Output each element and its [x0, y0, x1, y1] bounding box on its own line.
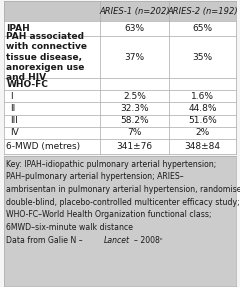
Text: WHO-FC: WHO-FC — [6, 80, 48, 89]
Text: III: III — [10, 116, 18, 125]
Text: Key: IPAH–idiopathic pulmonary arterial hypertension;: Key: IPAH–idiopathic pulmonary arterial … — [6, 160, 217, 169]
Text: ambrisentan in pulmonary arterial hypertension, randomised,: ambrisentan in pulmonary arterial hypert… — [6, 185, 240, 194]
Bar — [4, 36, 236, 78]
Text: 58.2%: 58.2% — [120, 116, 149, 125]
Text: 65%: 65% — [192, 24, 213, 33]
Text: 63%: 63% — [125, 24, 145, 33]
Text: IV: IV — [10, 128, 19, 137]
Text: Lancet: Lancet — [103, 236, 130, 245]
Text: Data from Galie N –: Data from Galie N – — [6, 236, 83, 245]
Text: 1.6%: 1.6% — [191, 92, 214, 101]
Text: 32.3%: 32.3% — [120, 104, 149, 113]
Bar — [4, 78, 236, 90]
Text: 7%: 7% — [127, 128, 142, 137]
Text: double-blind, placebo-controlled multicenter efficacy study;: double-blind, placebo-controlled multice… — [6, 198, 240, 207]
Text: 6-MWD (metres): 6-MWD (metres) — [6, 141, 81, 151]
Bar — [4, 127, 236, 139]
Text: 51.6%: 51.6% — [188, 116, 217, 125]
Text: WHO-FC–World Health Organization functional class;: WHO-FC–World Health Organization functio… — [6, 210, 212, 219]
Bar — [4, 1, 236, 21]
Text: PAH–pulmonary arterial hypertension; ARIES–: PAH–pulmonary arterial hypertension; ARI… — [6, 172, 184, 181]
Text: 341±76: 341±76 — [116, 141, 153, 151]
Text: ARIES-1 (n=202): ARIES-1 (n=202) — [99, 7, 170, 16]
Text: IPAH: IPAH — [6, 24, 30, 33]
Bar — [4, 102, 236, 115]
Text: – 2008ᶜ: – 2008ᶜ — [134, 236, 163, 245]
Bar — [4, 115, 236, 127]
Text: 2%: 2% — [196, 128, 210, 137]
Bar — [4, 139, 236, 154]
Text: 35%: 35% — [192, 53, 213, 62]
Text: II: II — [10, 104, 15, 113]
Text: PAH associated
with connective
tissue disease,
anorexigen use
and HIV: PAH associated with connective tissue di… — [6, 32, 87, 82]
Text: ARIES-2 (n=192): ARIES-2 (n=192) — [167, 7, 238, 16]
Bar — [4, 90, 236, 102]
Bar — [4, 21, 236, 36]
Bar — [4, 156, 236, 286]
Text: 6MWD–six-minute walk distance: 6MWD–six-minute walk distance — [6, 223, 133, 232]
Text: 37%: 37% — [125, 53, 145, 62]
Text: I: I — [10, 92, 13, 101]
Text: 44.8%: 44.8% — [188, 104, 217, 113]
Text: 348±84: 348±84 — [185, 141, 221, 151]
Text: 2.5%: 2.5% — [123, 92, 146, 101]
